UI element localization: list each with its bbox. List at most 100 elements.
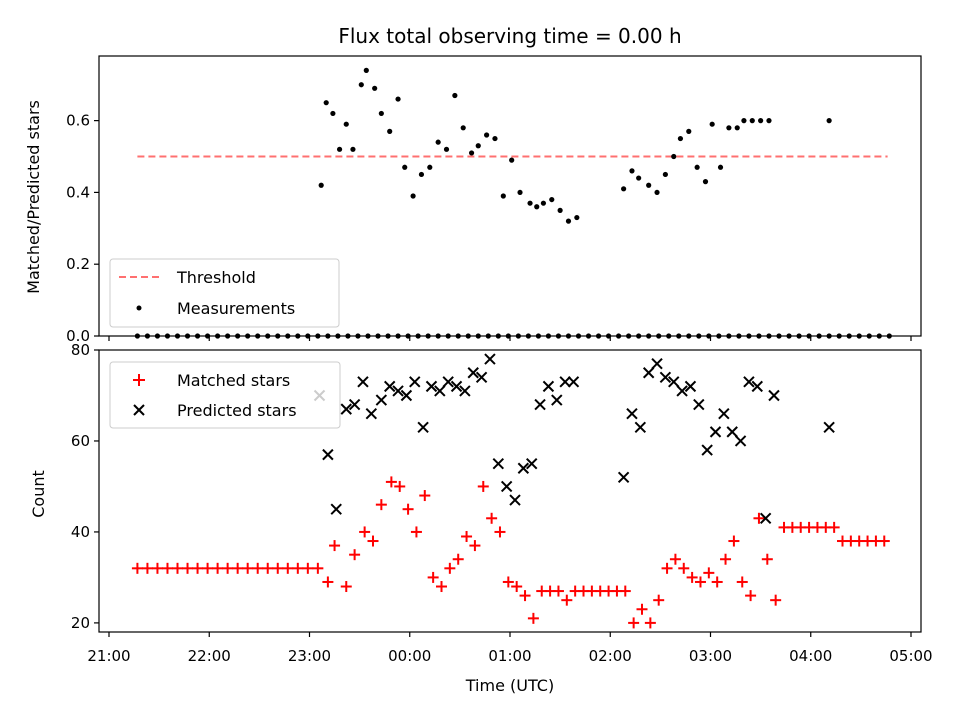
matched-star-point <box>252 562 264 574</box>
x-stroke <box>534 398 546 411</box>
matched-star-point <box>349 549 361 561</box>
count-x-tick-label: 00:00 <box>388 647 431 665</box>
predicted-star-point <box>375 394 388 406</box>
matched-star-point <box>272 562 284 574</box>
measurement-point <box>484 132 490 138</box>
matched-star-point <box>385 476 397 488</box>
measurement-point <box>402 164 408 170</box>
matched-star-point <box>753 512 765 524</box>
measurement-point <box>350 146 356 152</box>
x-stroke <box>400 389 413 402</box>
x-stroke <box>659 371 672 383</box>
matched-star-point <box>527 612 539 624</box>
measurement-point <box>460 125 466 131</box>
predicted-star-point <box>475 371 488 383</box>
ratio-y-axis-label: Matched/Predicted stars <box>24 100 43 294</box>
predicted-star-point <box>500 480 513 493</box>
predicted-star-point <box>659 371 672 383</box>
count-y-tick-label: 20 <box>71 614 90 632</box>
matched-star-point <box>452 553 464 565</box>
x-stroke <box>768 389 780 402</box>
measurement-point <box>749 118 755 124</box>
matched-star-point <box>359 526 371 538</box>
predicted-star-point <box>743 376 755 388</box>
predicted-star-point <box>642 367 655 379</box>
x-stroke <box>634 421 647 434</box>
predicted-star-point <box>684 380 697 393</box>
predicted-star-point <box>425 380 438 393</box>
x-stroke <box>693 398 705 411</box>
matched-star-point <box>302 562 314 574</box>
ratio-y-tick-label: 0.2 <box>66 255 90 273</box>
x-stroke <box>348 398 361 411</box>
predicted-star-point <box>626 407 638 420</box>
measurement-point <box>646 182 652 188</box>
measurement-point <box>395 96 401 102</box>
x-stroke <box>517 462 530 474</box>
ratio-y-tick-label: 0.0 <box>66 327 90 345</box>
count-x-ticks: 21:00 22:00 23:00 00:00 01:00 02:00 03:00 04:00… <box>87 632 933 665</box>
predicted-star-point <box>322 448 334 461</box>
matched-star-point <box>628 617 640 629</box>
x-stroke <box>357 376 369 388</box>
predicted-star-point <box>365 407 378 420</box>
matched-star-point <box>878 535 890 547</box>
measurement-point <box>686 128 692 134</box>
measurement-point <box>709 121 715 127</box>
predicted-star-point <box>450 380 463 393</box>
matched-star-point <box>502 576 514 588</box>
predicted-star-point <box>467 367 479 379</box>
measurement-point <box>323 100 329 106</box>
matched-star-point <box>686 571 698 583</box>
predicted-star-point <box>559 376 571 388</box>
x-stroke <box>392 385 404 397</box>
predicted-star-point <box>823 421 835 434</box>
measurement-point <box>527 200 533 206</box>
x-stroke <box>383 380 396 393</box>
matched-star-point <box>340 581 352 593</box>
count-y-axis-label: Count <box>29 470 48 518</box>
measurement-point <box>574 214 580 221</box>
matched-star-point <box>619 585 631 597</box>
matched-star-point <box>435 581 447 593</box>
predicted-star-point <box>617 471 630 484</box>
count-legend: Matched stars Predicted stars <box>109 361 341 429</box>
x-stroke <box>642 367 655 379</box>
x-stroke <box>559 376 571 388</box>
legend-matched-label: Matched stars <box>177 371 290 390</box>
x-stroke <box>701 444 713 456</box>
measurement-point <box>336 146 343 152</box>
x-stroke <box>734 435 747 447</box>
x-stroke <box>526 458 538 470</box>
count-x-tick-label: 23:00 <box>288 647 331 665</box>
matched-star-point <box>519 590 531 602</box>
x-stroke <box>751 380 763 393</box>
matched-star-point <box>161 562 173 574</box>
x-stroke <box>475 371 488 383</box>
measurement-point <box>363 67 369 73</box>
predicted-star-point <box>768 389 780 402</box>
predicted-star-point <box>348 398 361 411</box>
predicted-star-point <box>542 380 555 393</box>
measurement-point <box>330 110 336 117</box>
predicted-star-point <box>634 421 647 434</box>
matched-star-point <box>182 562 194 574</box>
predicted-star-point <box>751 380 763 393</box>
measurement-point <box>549 196 555 203</box>
measurement-point <box>662 171 668 178</box>
x-stroke <box>567 376 580 388</box>
x-stroke <box>823 421 835 434</box>
matched-star-point <box>461 530 473 542</box>
x-stroke <box>459 385 471 397</box>
matched-star-point <box>720 553 732 565</box>
x-stroke <box>668 376 680 388</box>
measurement-point <box>758 118 764 124</box>
x-stroke <box>626 407 638 420</box>
matched-star-point <box>141 562 153 574</box>
matched-star-point <box>212 562 224 574</box>
matched-star-point <box>477 480 489 492</box>
matched-star-point <box>828 521 840 533</box>
predicted-star-point <box>434 385 446 397</box>
matched-star-point <box>561 594 573 606</box>
